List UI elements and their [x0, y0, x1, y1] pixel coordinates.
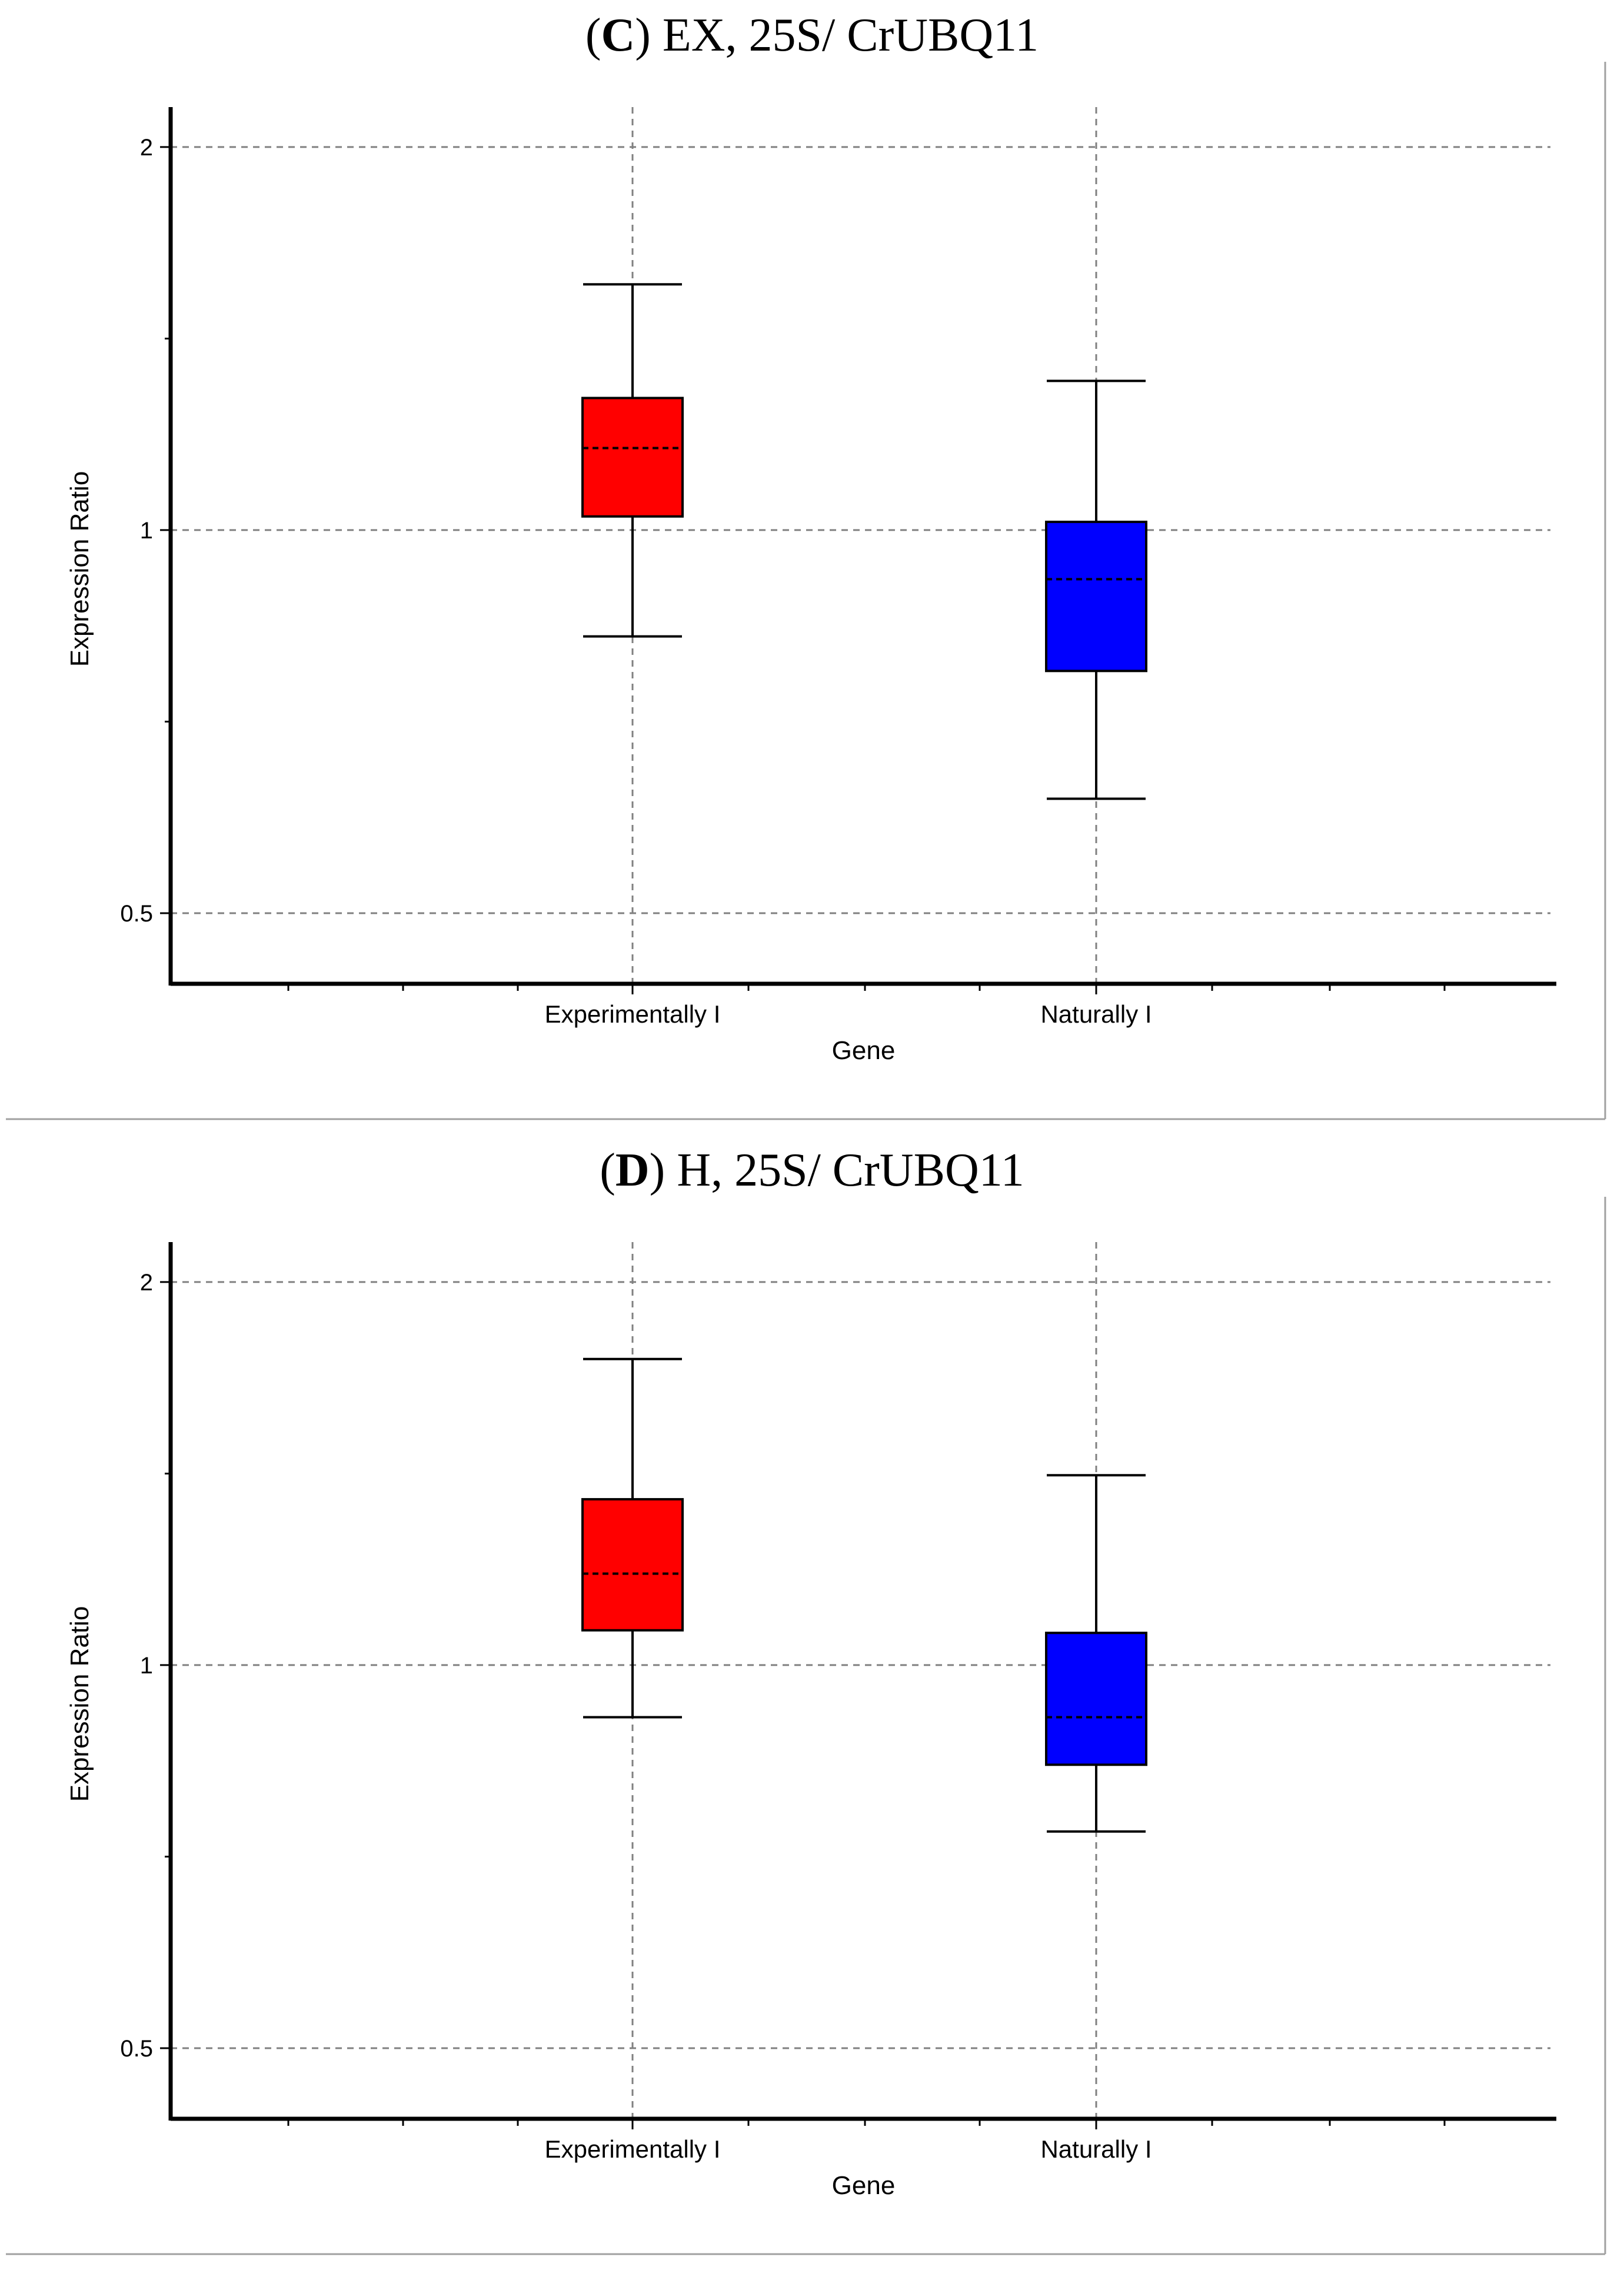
box-plot: 0.5 1 2 Experimentally I Naturally I Gene Expr… — [6, 62, 1606, 1120]
x-tick-label: Naturally I — [1040, 1000, 1152, 1028]
chart-panel-c: (C) EX, 25S/ CrUBQ11 0.5 1 2 Experimentally… — [6, 9, 1606, 1120]
y-tick-label: 1 — [140, 1653, 153, 1679]
chart-panel-d: (D) H, 25S/ CrUBQ11 0.5 1 2 Experimentally … — [0, 1135, 1624, 2270]
box-naturally — [1045, 520, 1147, 673]
y-tick-label: 0.5 — [120, 901, 153, 927]
x-tick-label: Experimentally I — [545, 1000, 721, 1028]
box-experimentally — [581, 397, 684, 518]
panel-letter: C — [601, 9, 635, 61]
y-axis-title: Expression Ratio — [65, 1606, 94, 1802]
panel-title: (D) H, 25S/ CrUBQ11 — [600, 1144, 1024, 1196]
y-tick-label: 2 — [140, 135, 153, 161]
y-axis-title: Expression Ratio — [65, 471, 94, 667]
box-naturally — [1045, 1632, 1147, 1766]
y-tick-label: 1 — [140, 518, 153, 544]
panel-title-text: EX, 25S/ CrUBQ11 — [662, 9, 1039, 61]
x-axis-title: Gene — [832, 1036, 896, 1065]
x-tick-label: Naturally I — [1040, 2135, 1152, 2163]
y-tick-label: 2 — [140, 1270, 153, 1296]
x-axis-title: Gene — [832, 2171, 896, 2200]
y-tick-label: 0.5 — [120, 2036, 153, 2062]
panel-title-text: H, 25S/ CrUBQ11 — [677, 1144, 1024, 1196]
box-plot: 0.5 1 2 Experimentally I Naturally I Gene Expr… — [6, 1197, 1606, 2255]
x-tick-label: Experimentally I — [545, 2135, 721, 2163]
box-experimentally — [581, 1498, 684, 1632]
panel-title: (C) EX, 25S/ CrUBQ11 — [585, 9, 1039, 61]
panel-letter: D — [615, 1144, 650, 1196]
